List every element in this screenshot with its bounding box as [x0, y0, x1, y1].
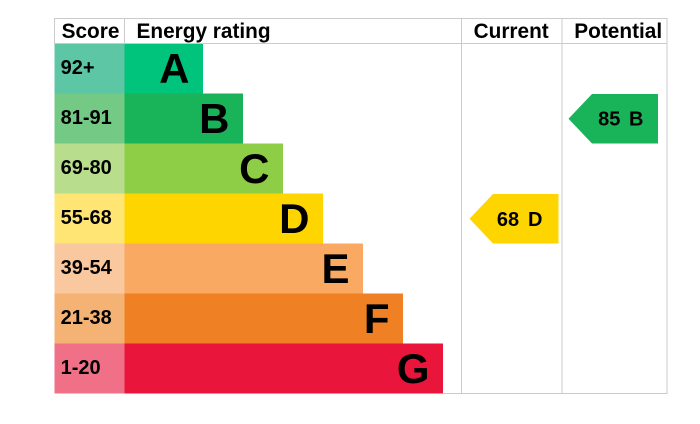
svg-text:Potential: Potential: [574, 20, 662, 43]
svg-text:21-38: 21-38: [61, 307, 112, 329]
svg-text:68: 68: [497, 209, 519, 231]
svg-text:92+: 92+: [61, 57, 95, 79]
svg-text:A: A: [159, 45, 189, 92]
svg-text:G: G: [397, 345, 430, 392]
svg-text:69-80: 69-80: [61, 157, 112, 179]
svg-text:B: B: [199, 95, 229, 142]
svg-text:E: E: [321, 245, 349, 292]
svg-text:Current: Current: [474, 20, 549, 43]
svg-text:C: C: [239, 145, 269, 192]
svg-text:Energy rating: Energy rating: [137, 20, 271, 43]
svg-text:D: D: [528, 209, 542, 231]
svg-text:D: D: [279, 195, 309, 242]
svg-text:81-91: 81-91: [61, 107, 112, 129]
svg-text:39-54: 39-54: [61, 257, 113, 279]
svg-text:F: F: [364, 295, 390, 342]
svg-text:B: B: [629, 109, 643, 131]
svg-text:1-20: 1-20: [61, 357, 101, 379]
svg-text:55-68: 55-68: [61, 207, 112, 229]
svg-text:85: 85: [598, 109, 620, 131]
svg-text:Score: Score: [62, 20, 120, 43]
